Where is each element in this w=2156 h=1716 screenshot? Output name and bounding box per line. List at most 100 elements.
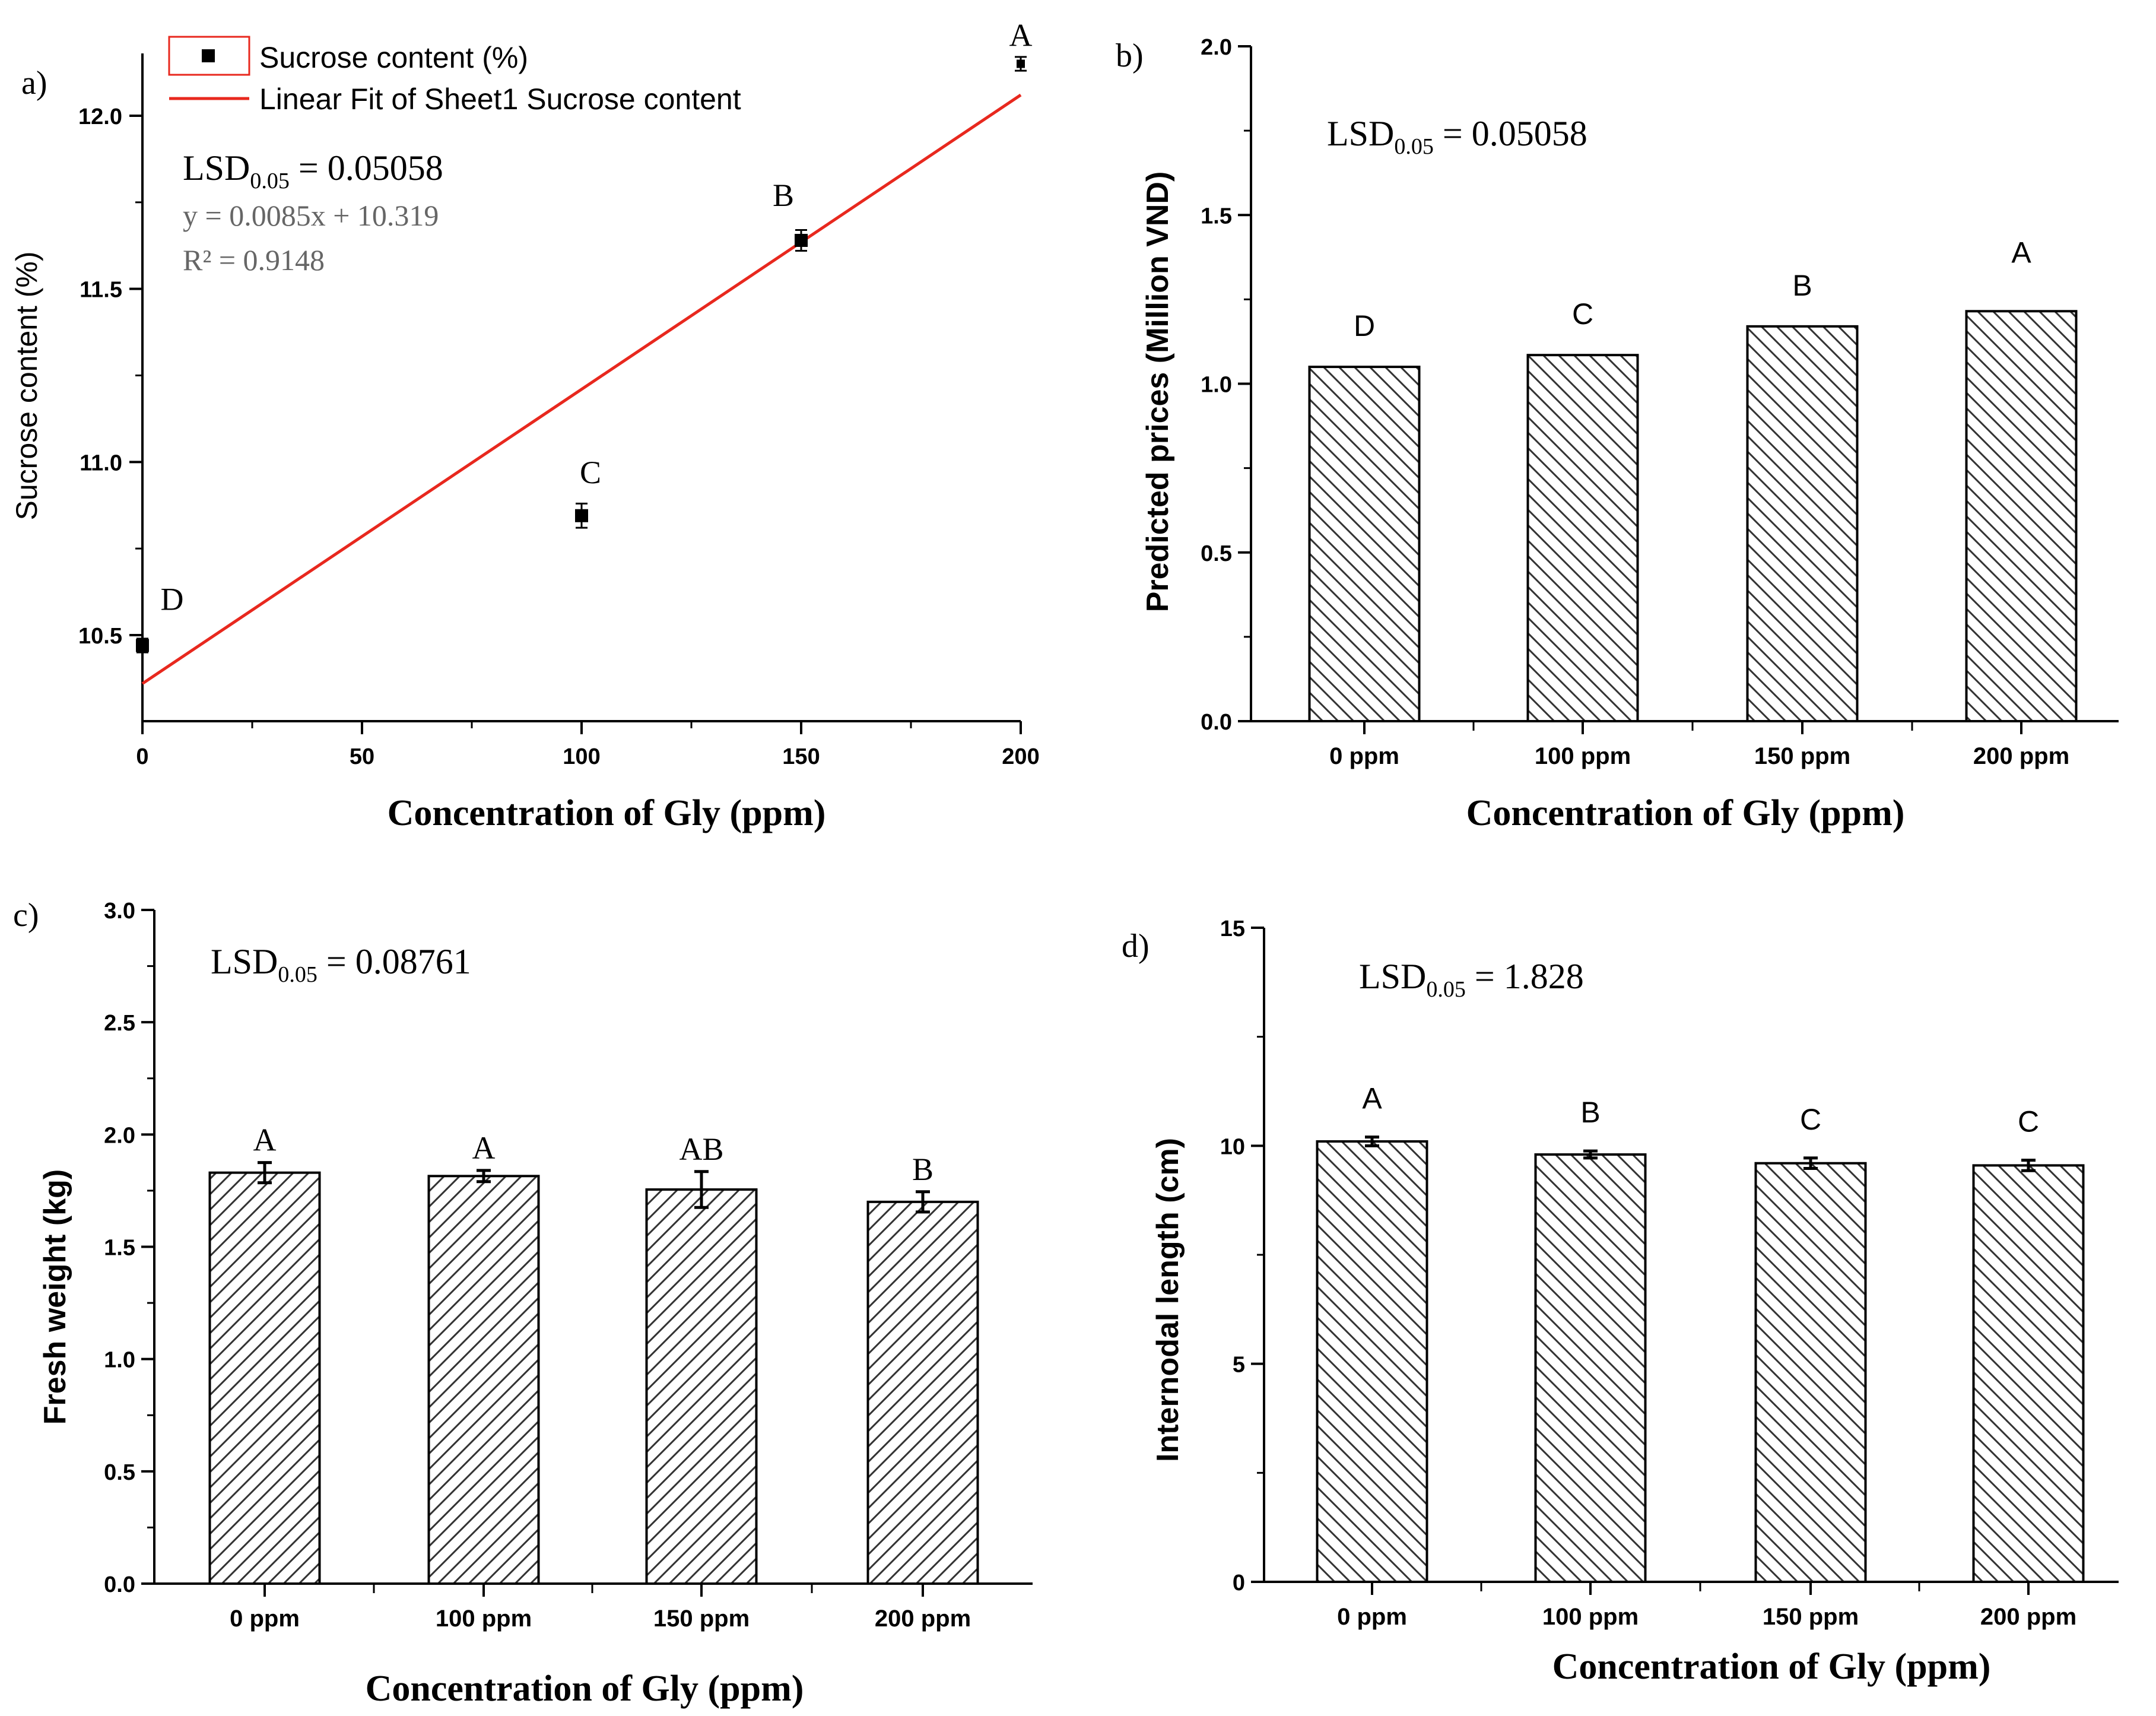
y-tick-label: 12.0 <box>78 104 122 129</box>
x-category-label: 0 ppm <box>230 1606 300 1632</box>
y-tick-label: 11.0 <box>80 451 122 475</box>
significance-letter: C <box>1800 1103 1821 1136</box>
y-tick-label: 0.0 <box>1201 710 1232 735</box>
x-category-label: 200 ppm <box>875 1606 971 1632</box>
panel-b-axes: 0.0 0.5 1.0 1.5 2.0 0 ppm 100 ppm 150 ppm 200 pp… <box>1201 35 2119 769</box>
bar <box>1526 354 1639 722</box>
legend-square-marker <box>202 49 215 62</box>
x-category-label: 150 ppm <box>1763 1604 1859 1630</box>
bar <box>1308 366 1421 722</box>
bar <box>1746 325 1859 722</box>
significance-letter: B <box>773 177 794 213</box>
legend-entry-fit: Linear Fit of Sheet1 Sucrose content <box>259 83 741 116</box>
significance-letter: A <box>472 1130 496 1166</box>
lsd-annotation-d: LSD0.05 = 1.828 <box>1359 957 1584 1002</box>
y-tick-label: 3.0 <box>104 899 135 924</box>
significance-letter: C <box>580 455 601 490</box>
y-tick-label: 1.0 <box>1201 373 1232 398</box>
legend-marker-box <box>168 36 250 76</box>
significance-letter: C <box>2018 1105 2039 1138</box>
panel-a: a) 0 50 100 150 200 10.5 11.0 11.5 12.0 D C B A Suc… <box>10 18 1040 834</box>
bar <box>1965 310 2078 722</box>
bar <box>208 1171 321 1585</box>
y-axis-title-c: Fresh weight (kg) <box>38 1169 72 1425</box>
y-tick-label: 0.5 <box>1201 541 1232 566</box>
significance-letter: A <box>253 1122 277 1158</box>
x-tick-label: 0 <box>136 744 148 769</box>
y-tick-label: 2.5 <box>104 1011 135 1036</box>
y-tick-label: 1.0 <box>104 1348 135 1373</box>
lsd-annotation-c: LSD0.05 = 0.08761 <box>211 942 471 987</box>
lsd-annotation-a: LSD0.05 = 0.05058 <box>183 148 443 194</box>
significance-letter: AB <box>679 1131 723 1167</box>
x-category-label: 0 ppm <box>1337 1604 1407 1630</box>
r-squared: R² = 0.9148 <box>183 243 325 277</box>
x-axis-title-a: Concentration of Gly (ppm) <box>388 793 826 833</box>
y-tick-label: 1.5 <box>1201 204 1232 229</box>
y-tick-label: 0 <box>1233 1571 1245 1596</box>
panel-c-axes: 0.0 0.5 1.0 1.5 2.0 2.5 3.0 0 ppm 100 ppm 150 ppm… <box>104 899 1033 1632</box>
x-category-label: 150 ppm <box>653 1606 750 1632</box>
y-tick-label: 0.5 <box>104 1460 135 1485</box>
legend: Sucrose content (%) Linear Fit of Sheet1… <box>168 36 741 116</box>
panel-a-ticks: 0 50 100 150 200 10.5 11.0 11.5 12.0 <box>78 104 1040 769</box>
y-tick-label: 2.0 <box>1201 35 1232 60</box>
data-point <box>136 639 149 652</box>
significance-letter: A <box>2011 236 2031 269</box>
legend-entry-points: Sucrose content (%) <box>259 41 528 74</box>
panel-a-axes <box>141 53 1021 722</box>
bar <box>1316 1140 1428 1583</box>
panel-label-c: c) <box>13 897 39 934</box>
significance-letter: C <box>1572 297 1593 331</box>
significance-letter: A <box>1362 1082 1382 1115</box>
y-tick-label: 0.0 <box>104 1572 135 1597</box>
x-axis-title-c: Concentration of Gly (ppm) <box>366 1669 804 1709</box>
significance-letter: B <box>912 1152 933 1187</box>
bar <box>427 1175 540 1585</box>
bar <box>1534 1153 1647 1583</box>
data-point <box>795 234 808 247</box>
data-point <box>1017 59 1025 68</box>
x-category-label: 150 ppm <box>1754 743 1850 769</box>
x-axis-title-b: Concentration of Gly (ppm) <box>1466 793 1905 833</box>
y-axis-title-d: Internodal length (cm) <box>1151 1138 1185 1462</box>
bar <box>1754 1162 1867 1583</box>
bar <box>866 1200 979 1585</box>
lsd-annotation-b: LSD0.05 = 0.05058 <box>1327 114 1587 159</box>
significance-letter: B <box>1792 269 1812 302</box>
x-category-label: 100 ppm <box>436 1606 532 1632</box>
panel-label-a: a) <box>21 65 47 101</box>
y-tick-label: 10 <box>1220 1134 1245 1159</box>
x-tick-label: 100 <box>563 744 600 769</box>
significance-letter: B <box>1580 1096 1600 1129</box>
panel-a-points: D C B A <box>136 18 1033 654</box>
linear-fit-line <box>141 93 1022 685</box>
y-tick-label: 15 <box>1220 916 1245 941</box>
x-category-label: 0 ppm <box>1329 743 1399 769</box>
panel-label-b: b) <box>1116 37 1144 74</box>
panel-b-bars: D C B A <box>1308 236 2078 722</box>
panel-c-bars: A A AB B <box>208 1122 979 1585</box>
x-tick-label: 150 <box>782 744 820 769</box>
significance-letter: D <box>1354 309 1375 342</box>
y-tick-label: 5 <box>1233 1353 1245 1378</box>
y-axis-title-a: Sucrose content (%) <box>10 252 43 521</box>
y-tick-label: 11.5 <box>80 278 122 303</box>
data-point <box>575 509 588 522</box>
x-category-label: 100 ppm <box>1535 743 1631 769</box>
x-tick-label: 200 <box>1002 744 1039 769</box>
significance-letter: A <box>1009 18 1033 53</box>
x-category-label: 200 ppm <box>1980 1604 2076 1630</box>
bar <box>645 1188 758 1585</box>
panel-b: b) 0.0 0.5 1.0 1.5 2.0 0 ppm 100 ppm 150 ppm 200… <box>1116 35 2119 833</box>
y-tick-label: 2.0 <box>104 1123 135 1148</box>
y-axis-title-b: Predicted prices (Million VND) <box>1141 172 1175 613</box>
x-category-label: 200 ppm <box>1973 743 2069 769</box>
bar <box>1972 1164 2085 1583</box>
x-tick-label: 50 <box>350 744 374 769</box>
x-axis-title-d: Concentration of Gly (ppm) <box>1552 1647 1991 1687</box>
y-tick-label: 1.5 <box>104 1236 135 1261</box>
